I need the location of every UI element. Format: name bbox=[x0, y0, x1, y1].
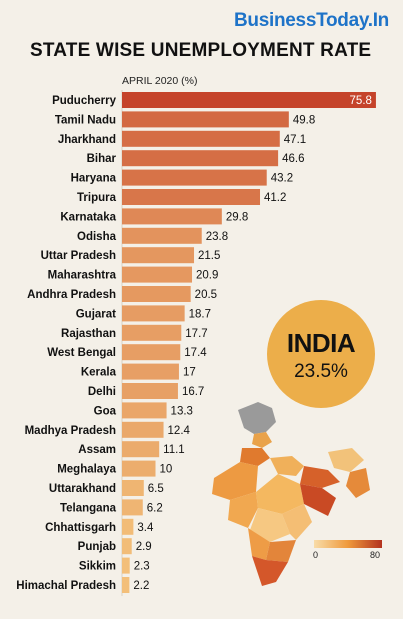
value-label: 46.6 bbox=[282, 153, 304, 165]
bars-group: Puducherry 75.8 Tamil Nadu 49.8 Jharkhand 47.… bbox=[16, 92, 376, 593]
value-label: 12.4 bbox=[168, 425, 191, 437]
bar bbox=[122, 324, 182, 341]
category-label: Kerala bbox=[81, 367, 117, 379]
value-label: 41.2 bbox=[264, 192, 286, 204]
bar bbox=[122, 169, 267, 186]
category-label: Maharashtra bbox=[48, 270, 117, 282]
category-label: Madhya Pradesh bbox=[25, 425, 116, 437]
bar bbox=[122, 92, 376, 108]
category-label: Jharkhand bbox=[58, 134, 116, 146]
value-label: 18.7 bbox=[189, 308, 211, 320]
bar bbox=[122, 189, 261, 205]
value-label: 11.1 bbox=[163, 444, 185, 456]
value-label: 29.8 bbox=[226, 211, 248, 223]
bar bbox=[122, 266, 193, 283]
category-label: Odisha bbox=[77, 231, 117, 243]
value-label: 20.9 bbox=[196, 270, 218, 282]
bar bbox=[122, 499, 143, 516]
category-label: Assam bbox=[78, 444, 116, 456]
bar bbox=[122, 305, 185, 322]
value-label: 20.5 bbox=[195, 289, 217, 301]
legend-max-label: 80 bbox=[370, 550, 381, 560]
bar bbox=[122, 421, 164, 438]
value-label: 17.4 bbox=[184, 347, 207, 359]
bar bbox=[122, 557, 130, 574]
value-label: 16.7 bbox=[182, 386, 204, 398]
value-label: 47.1 bbox=[284, 134, 306, 146]
bar bbox=[122, 286, 191, 302]
category-label: Bihar bbox=[87, 153, 117, 165]
bar bbox=[122, 402, 167, 419]
bar bbox=[122, 130, 280, 147]
category-label: Sikkim bbox=[79, 561, 116, 573]
bar bbox=[122, 538, 132, 555]
value-label: 6.5 bbox=[148, 483, 164, 495]
value-label: 17.7 bbox=[185, 328, 207, 340]
category-label: Punjab bbox=[78, 541, 116, 553]
category-label: Meghalaya bbox=[57, 464, 116, 476]
category-label: Goa bbox=[94, 405, 117, 417]
category-label: Gujarat bbox=[76, 308, 116, 320]
category-label: Delhi bbox=[88, 386, 116, 398]
category-label: Telangana bbox=[60, 502, 117, 514]
bar bbox=[122, 111, 289, 128]
bar bbox=[122, 441, 160, 458]
bar bbox=[122, 227, 202, 244]
bar bbox=[122, 247, 195, 264]
value-label: 49.8 bbox=[293, 114, 315, 126]
value-label: 75.8 bbox=[350, 95, 372, 107]
value-label: 2.3 bbox=[134, 561, 150, 573]
value-label: 13.3 bbox=[171, 405, 193, 417]
category-label: Karnataka bbox=[60, 211, 116, 223]
brand-logo: BusinessToday.In bbox=[234, 10, 389, 31]
category-label: Uttarakhand bbox=[49, 483, 116, 495]
category-label: Himachal Pradesh bbox=[16, 580, 116, 592]
legend-min-label: 0 bbox=[313, 550, 319, 560]
value-label: 6.2 bbox=[147, 502, 163, 514]
value-label: 43.2 bbox=[271, 173, 293, 185]
india-value: 23.5% bbox=[294, 361, 348, 382]
category-label: Tamil Nadu bbox=[55, 114, 116, 126]
category-label: Andhra Pradesh bbox=[27, 289, 116, 301]
category-label: Uttar Pradesh bbox=[41, 250, 116, 262]
category-label: West Bengal bbox=[47, 347, 116, 359]
category-label: Chhattisgarh bbox=[45, 522, 116, 534]
category-label: Rajasthan bbox=[61, 328, 116, 340]
bar bbox=[122, 344, 181, 361]
bar bbox=[122, 150, 279, 167]
bar bbox=[122, 363, 179, 380]
legend-gradient bbox=[314, 540, 382, 548]
bar bbox=[122, 480, 144, 496]
value-label: 10 bbox=[160, 464, 173, 476]
bar bbox=[122, 383, 178, 399]
category-label: Tripura bbox=[77, 192, 117, 204]
bar bbox=[122, 577, 130, 593]
bar bbox=[122, 460, 156, 477]
value-label: 2.2 bbox=[133, 580, 149, 592]
bar bbox=[122, 208, 222, 225]
value-label: 21.5 bbox=[198, 250, 220, 262]
bar bbox=[122, 518, 134, 535]
india-label: INDIA bbox=[286, 328, 356, 358]
category-label: Puducherry bbox=[52, 95, 117, 107]
india-badge: INDIA 23.5% bbox=[267, 300, 375, 408]
value-label: 2.9 bbox=[136, 541, 152, 553]
chart-title: STATE WISE UNEMPLOYMENT RATE bbox=[30, 40, 372, 61]
value-label: 23.8 bbox=[206, 231, 228, 243]
chart-subtitle: APRIL 2020 (%) bbox=[122, 75, 198, 87]
value-label: 17 bbox=[183, 367, 196, 379]
value-label: 3.4 bbox=[137, 522, 154, 534]
category-label: Haryana bbox=[71, 173, 117, 185]
india-map-icon bbox=[212, 402, 382, 586]
